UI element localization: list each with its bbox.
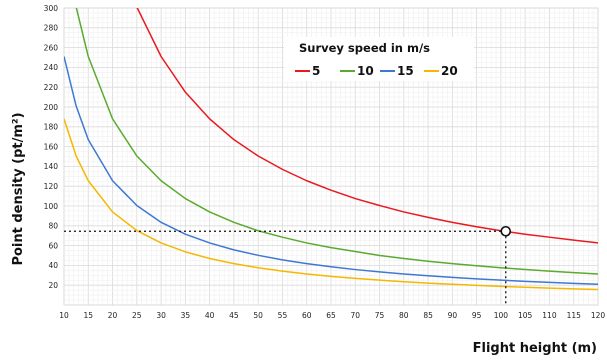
x-axis: 10 15 20 25 30 35 40 45 50 55 60 65 70 75 80 85 90 95 100 1… (59, 311, 605, 320)
x-tick-label: 35 (181, 311, 191, 320)
x-tick-label: 55 (278, 311, 288, 320)
series-line-10 (75, 8, 598, 275)
legend-title: Survey speed in m/s (299, 41, 430, 55)
x-tick-label: 60 (302, 311, 312, 320)
x-tick-label: 120 (591, 311, 606, 320)
x-tick-label: 65 (326, 311, 336, 320)
y-axis-label: Point density (pt/m²) (11, 112, 26, 265)
legend-label-15: 15 (397, 64, 414, 78)
y-tick-label: 40 (48, 261, 58, 270)
y-tick-label: 280 (44, 24, 59, 33)
legend-label-10: 10 (357, 64, 374, 78)
x-tick-label: 70 (350, 311, 360, 320)
y-tick-label: 240 (44, 63, 59, 72)
series-layer (64, 8, 598, 291)
x-tick-label: 115 (567, 311, 582, 320)
x-tick-label: 45 (229, 311, 239, 320)
y-tick-label: 120 (44, 182, 59, 191)
y-tick-label: 220 (44, 83, 59, 92)
x-tick-label: 75 (375, 311, 385, 320)
x-tick-label: 15 (83, 311, 93, 320)
series-line-15 (64, 56, 598, 286)
y-tick-label: 60 (48, 241, 58, 250)
x-tick-label: 100 (494, 311, 509, 320)
legend-background (284, 37, 474, 81)
x-tick-label: 80 (399, 311, 409, 320)
y-tick-label: 300 (44, 4, 59, 13)
x-tick-label: 50 (253, 311, 263, 320)
x-tick-label: 85 (423, 311, 433, 320)
y-tick-label: 260 (44, 43, 59, 52)
x-tick-label: 10 (59, 311, 69, 320)
y-tick-label: 80 (48, 222, 58, 231)
x-tick-label: 105 (518, 311, 533, 320)
y-tick-label: 160 (44, 142, 59, 151)
y-tick-label: 180 (44, 123, 59, 132)
series-line-5 (136, 8, 598, 244)
x-tick-label: 20 (108, 311, 118, 320)
x-tick-label: 110 (542, 311, 557, 320)
x-axis-label: Flight height (m) (473, 341, 597, 356)
x-tick-label: 95 (472, 311, 482, 320)
series-line-20 (64, 118, 598, 291)
x-tick-label: 40 (205, 311, 215, 320)
y-axis: 20 40 60 80 100 120 140 160 180 200 220 240 260 280 30… (44, 4, 59, 290)
y-tick-label: 140 (44, 162, 59, 171)
y-tick-label: 100 (44, 202, 59, 211)
x-tick-label: 30 (156, 311, 166, 320)
legend-label-20: 20 (441, 64, 458, 78)
legend-label-5: 5 (312, 64, 320, 78)
y-tick-label: 20 (48, 281, 58, 290)
y-tick-label: 200 (44, 103, 59, 112)
legend: Survey speed in m/s 5 10 15 20 (284, 37, 474, 81)
annotation-layer (64, 225, 512, 305)
x-tick-label: 90 (448, 311, 458, 320)
x-tick-label: 25 (132, 311, 142, 320)
marker-point (500, 225, 512, 237)
